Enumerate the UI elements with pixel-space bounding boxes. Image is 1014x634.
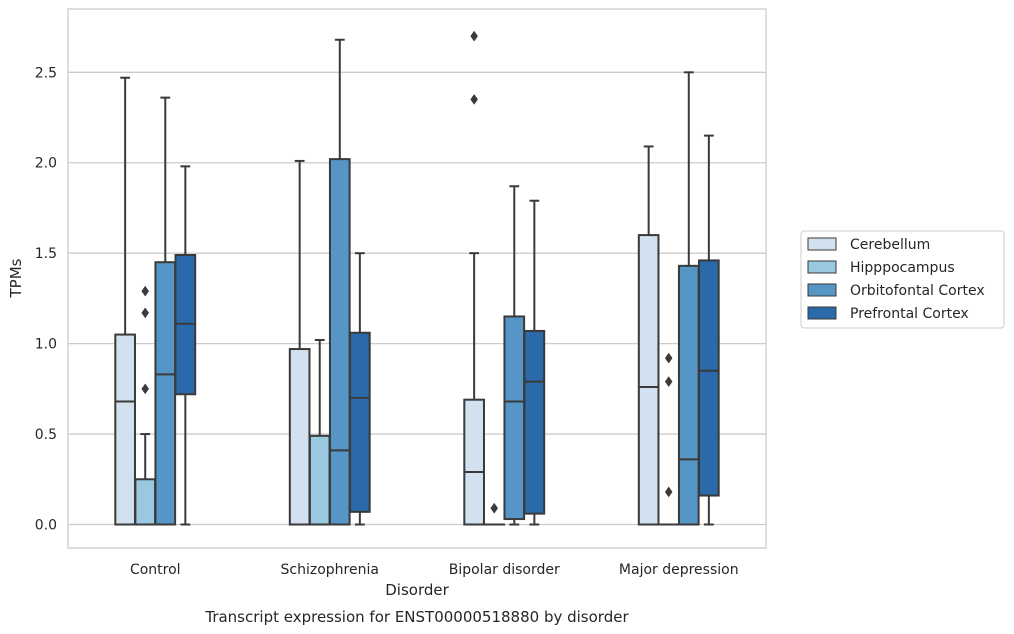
box-body	[308, 434, 331, 526]
y-tick-label: 2.0	[35, 156, 57, 172]
box-2-2	[503, 185, 526, 526]
x-tick-label: Schizophrenia	[281, 562, 379, 578]
x-tick-label: Bipolar disorder	[449, 562, 560, 578]
box-body	[154, 261, 177, 526]
box-0-0	[114, 76, 136, 526]
legend-label: Orbitofontal Cortex	[850, 283, 985, 299]
y-tick-label: 0.0	[35, 517, 57, 533]
outlier-point	[664, 486, 673, 498]
box-3-1	[349, 252, 371, 526]
legend-swatch	[807, 306, 837, 320]
legend-swatch	[807, 237, 837, 251]
legend-label: Cerebellum	[850, 237, 930, 253]
outlier-point	[141, 383, 150, 395]
legend-swatch	[807, 260, 837, 274]
legend-label: Prefrontal Cortex	[850, 306, 969, 322]
y-axis-ticks: 0.0 0.5 1.0 1.5 2.0 2.5	[35, 65, 57, 533]
box-2-1	[328, 38, 351, 526]
legend-swatch	[807, 283, 837, 297]
outlier-point	[470, 94, 478, 105]
box-1-2	[483, 502, 506, 526]
legend-frame	[800, 230, 1005, 329]
box-0-2	[463, 30, 485, 526]
y-tick-label: 0.5	[35, 427, 57, 443]
box-body	[503, 315, 526, 521]
legend-label: Hipppocampus	[850, 260, 955, 276]
x-tick-label: Major depression	[619, 562, 739, 578]
box-body	[698, 259, 720, 497]
box-1-0	[134, 285, 157, 526]
x-axis-ticks: Control Schizophrenia Bipolar disorder Majo…	[130, 562, 739, 578]
box-0-1	[288, 159, 311, 526]
box-body	[114, 333, 136, 526]
y-tick-label: 2.5	[35, 65, 57, 81]
plot-frame	[67, 8, 767, 549]
box-1-3	[657, 352, 680, 526]
outlier-point	[470, 30, 478, 42]
box-body	[637, 234, 660, 526]
legend: Cerebellum Hipppocampus Orbitofontal Corte…	[800, 230, 1005, 329]
box-body	[463, 398, 485, 526]
outlier-point	[141, 307, 150, 319]
y-tick-label: 1.5	[35, 246, 57, 262]
outlier-point	[664, 376, 673, 388]
box-2-3	[677, 71, 700, 526]
box-body	[134, 478, 157, 526]
box-series	[114, 30, 720, 526]
box-body	[677, 264, 700, 526]
box-body	[288, 348, 311, 526]
box-3-2	[523, 199, 546, 526]
box-3-3	[698, 134, 720, 526]
box-body	[523, 329, 546, 515]
box-0-3	[637, 145, 660, 526]
box-body	[328, 158, 351, 526]
y-axis-title: TPMs	[7, 258, 25, 298]
x-axis-title: Disorder	[385, 581, 449, 599]
y-tick-label: 1.0	[35, 337, 57, 353]
x-tick-label: Control	[130, 562, 181, 578]
box-1-1	[308, 338, 331, 526]
box-body	[349, 331, 371, 513]
outlier-point	[664, 352, 673, 364]
box-2-0	[154, 96, 177, 526]
chart-caption: Transcript expression for ENST0000051888…	[204, 608, 629, 626]
outlier-point	[490, 502, 499, 514]
box-3-0	[174, 165, 197, 526]
outlier-point	[141, 285, 150, 297]
